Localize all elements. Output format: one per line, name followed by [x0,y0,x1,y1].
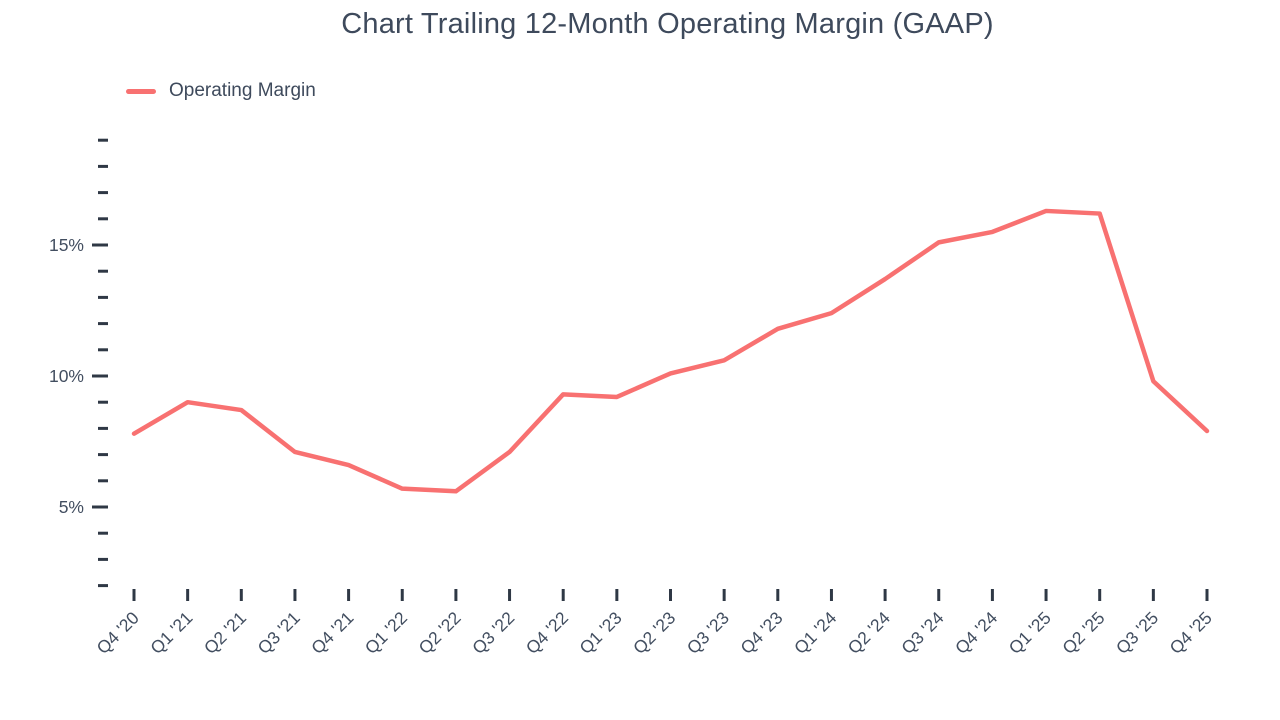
x-axis-tick-label: Q1 '23 [575,608,625,658]
x-axis-tick-label: Q3 '24 [897,607,947,657]
x-axis-tick-label: Q4 '22 [522,608,572,658]
x-axis-tick-label: Q3 '25 [1112,608,1162,658]
y-axis-tick-label: 10% [49,366,84,386]
x-axis-tick-label: Q4 '20 [93,607,143,657]
x-axis-tick-label: Q2 '21 [200,608,250,658]
x-axis-tick-label: Q1 '24 [790,607,840,657]
y-axis-tick-label: 15% [49,235,84,255]
x-axis-tick-label: Q1 '22 [361,608,411,658]
x-axis-tick-label: Q2 '24 [844,607,894,657]
x-axis-tick-label: Q1 '21 [146,608,196,658]
x-axis-tick-label: Q2 '25 [1058,608,1108,658]
legend-line-swatch [126,88,156,94]
series-line-operating-margin [131,208,1210,494]
x-axis-tick-label: Q4 '25 [1166,608,1216,658]
x-axis-tick-label: Q2 '22 [415,608,465,658]
legend-label: Operating Margin [169,80,316,101]
chart-title: Chart Trailing 12-Month Operating Margin… [341,8,994,40]
x-axis-tick-label: Q4 '24 [951,607,1001,657]
y-axis-tick-label: 5% [59,497,84,517]
legend: Operating Margin [126,80,316,102]
x-axis-tick-label: Q3 '21 [254,608,304,658]
x-axis-tick-label: Q4 '23 [736,608,786,658]
x-axis-tick-label: Q3 '23 [683,608,733,658]
x-axis-tick-label: Q4 '21 [307,608,357,658]
x-axis-tick-label: Q3 '22 [468,608,518,658]
x-axis-tick-label: Q1 '25 [1005,608,1055,658]
x-axis-tick-label: Q2 '23 [629,608,679,658]
